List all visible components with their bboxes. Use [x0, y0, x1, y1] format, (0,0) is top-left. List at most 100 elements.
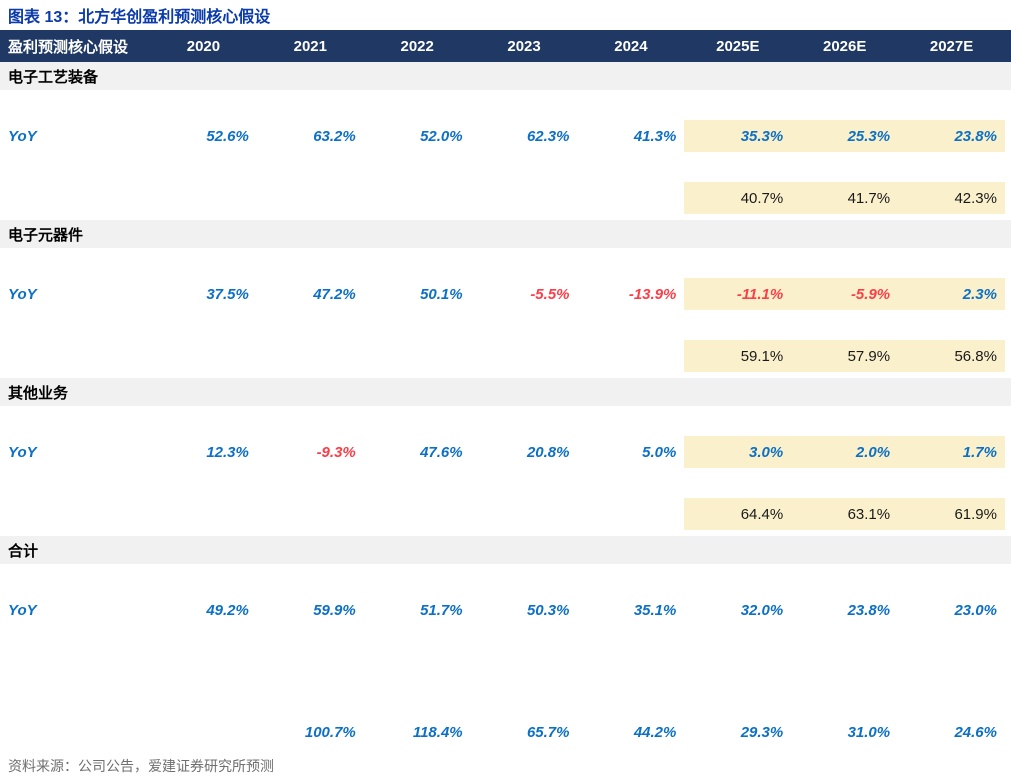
section-row: 电子工艺装备 [0, 62, 1011, 90]
value-cell: 63.1% [791, 498, 899, 530]
pad-cell [1005, 716, 1011, 748]
table-header-row: 盈利预测核心假设 2020 2021 2022 2023 2024 2025E 2026E 20… [0, 30, 1011, 62]
value-cell: 50.1% [420, 285, 463, 303]
row-label [0, 182, 150, 214]
value-cell: 59.9% [313, 601, 356, 619]
row-label [0, 498, 150, 530]
spacer-row [0, 656, 1011, 686]
yoy-row: YoY 49.2% 59.9% 51.7% 50.3% 35.1% 32.0% 23.8% 23… [0, 594, 1011, 626]
value-cell [578, 340, 685, 372]
value-cell: 118.4% [412, 723, 463, 741]
value-cell: 44.2% [633, 723, 677, 741]
value-cell: 42.3% [898, 182, 1005, 214]
header-year-2023: 2023 [507, 37, 541, 55]
value-cell: 65.7% [526, 723, 570, 741]
header-year-2024: 2024 [614, 37, 648, 55]
value-cell [150, 716, 257, 748]
value-cell: -11.1% [684, 278, 792, 310]
row-label: YoY [8, 127, 37, 145]
value-cell: 51.7% [420, 601, 463, 619]
value-cell: 40.7% [684, 182, 792, 214]
header-year-2020: 2020 [186, 37, 221, 55]
spacer-row [0, 248, 1011, 278]
spacer-row [0, 626, 1011, 656]
value-cell: 37.5% [206, 285, 249, 303]
section-label: 电子工艺装备 [8, 68, 99, 86]
spacer-row [0, 468, 1011, 498]
value-cell: 49.2% [206, 601, 249, 619]
value-cell [364, 498, 471, 530]
value-cell: 12.3% [206, 443, 249, 461]
spacer-row [0, 406, 1011, 436]
pad-cell [1005, 498, 1011, 530]
forecast-table: 盈利预测核心假设 2020 2021 2022 2023 2024 2025E 2026E 20… [0, 30, 1011, 748]
value-cell: 41.7% [791, 182, 899, 214]
row-label: YoY [8, 285, 37, 303]
source-note: 资料来源：公司公告，爱建证券研究所预测 [8, 758, 274, 774]
value-cell: 2.0% [791, 436, 899, 468]
value-cell: 23.8% [898, 120, 1005, 152]
value-cell: 23.0% [954, 601, 997, 619]
row-label [0, 716, 150, 748]
section-label: 合计 [8, 542, 39, 560]
value-cell: 56.8% [898, 340, 1005, 372]
value-cell: 59.1% [684, 340, 792, 372]
value-cell: -5.9% [791, 278, 899, 310]
value-cell: 35.1% [633, 601, 677, 619]
value-cell [150, 182, 257, 214]
value-cell: 47.6% [420, 443, 463, 461]
value-cell: 63.2% [313, 127, 356, 145]
value-cell: 24.6% [954, 723, 997, 741]
header-year-2021: 2021 [293, 37, 327, 55]
section-row: 其他业务 [0, 378, 1011, 406]
value-cell: 31.0% [847, 723, 891, 741]
yoy-row: YoY 12.3% -9.3% 47.6% 20.8% 5.0% 3.0% 2.0% 1.7% [0, 436, 1011, 468]
header-year-2025e: 2025E [716, 37, 760, 55]
section-row: 电子元器件 [0, 220, 1011, 248]
value-cell [150, 340, 257, 372]
row-label: YoY [8, 601, 37, 619]
figure-title: 图表 13：北方华创盈利预测核心假设 [8, 9, 271, 26]
header-year-2026e: 2026E [823, 37, 867, 55]
value-cell [257, 340, 364, 372]
value-cell: 52.6% [206, 127, 249, 145]
pad-cell [1005, 278, 1011, 310]
header-assumptions-label: 盈利预测核心假设 [8, 38, 129, 56]
value-cell [257, 182, 364, 214]
value-cell: 3.0% [684, 436, 792, 468]
value-cell [471, 182, 578, 214]
value-cell [471, 340, 578, 372]
margin-row: 64.4% 63.1% 61.9% [0, 498, 1011, 530]
value-cell: -13.9% [628, 285, 677, 303]
value-cell [364, 182, 471, 214]
value-cell: 52.0% [420, 127, 463, 145]
section-label: 其他业务 [8, 384, 69, 402]
value-cell: 5.0% [642, 443, 677, 461]
value-cell: 2.3% [898, 278, 1005, 310]
spacer-row [0, 686, 1011, 716]
value-cell: 35.3% [684, 120, 792, 152]
yoy-row: YoY 52.6% 63.2% 52.0% 62.3% 41.3% 35.3% 25.3% 23… [0, 120, 1011, 152]
value-cell: 47.2% [313, 285, 356, 303]
value-cell [257, 498, 364, 530]
header-year-2027e: 2027E [929, 37, 974, 55]
value-cell: 23.8% [847, 601, 891, 619]
spacer-row [0, 90, 1011, 120]
pad-cell [1005, 436, 1011, 468]
spacer-row [0, 152, 1011, 182]
spacer-row [0, 564, 1011, 594]
value-cell: -9.3% [316, 443, 356, 461]
value-cell [364, 340, 471, 372]
value-cell: 1.7% [898, 436, 1005, 468]
value-cell [578, 182, 685, 214]
pad-cell [1005, 340, 1011, 372]
margin-row: 59.1% 57.9% 56.8% [0, 340, 1011, 372]
row-label: YoY [8, 443, 37, 461]
margin-row: 40.7% 41.7% 42.3% [0, 182, 1011, 214]
row-label [0, 340, 150, 372]
value-cell: 29.3% [740, 723, 784, 741]
pad-cell [1005, 30, 1011, 62]
yoy-row: 100.7% 118.4% 65.7% 44.2% 29.3% 31.0% 24.6% [0, 716, 1011, 748]
value-cell: 50.3% [526, 601, 570, 619]
